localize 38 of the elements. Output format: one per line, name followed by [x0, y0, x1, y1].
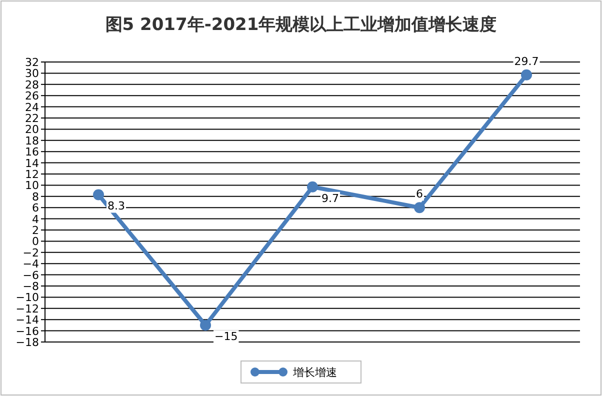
y-tick-label: 0 — [32, 235, 39, 248]
point — [307, 181, 318, 192]
y-tick-label: 26 — [25, 90, 39, 103]
y-tick-label: 12 — [25, 168, 39, 181]
point — [93, 189, 104, 200]
data-label: −15 — [214, 330, 238, 344]
y-tick-label: −8 — [22, 280, 39, 293]
y-tick-label: 2 — [32, 224, 39, 237]
y-tick-label: 22 — [25, 112, 39, 125]
y-tick-label: 24 — [25, 100, 39, 114]
data-label: 9.7 — [322, 192, 339, 205]
y-tick-label: −14 — [16, 314, 39, 327]
y-tick-label: 16 — [25, 146, 39, 159]
point — [200, 320, 211, 331]
y-tick-label: −12 — [16, 302, 39, 316]
y-tick-label: 18 — [25, 134, 39, 148]
y-tick-label: 10 — [25, 179, 39, 192]
y-tick-label: −6 — [22, 268, 39, 282]
legend-label: 增长增速 — [292, 366, 337, 379]
data-label: 6 — [416, 188, 423, 201]
data-label: 29.7 — [514, 54, 539, 68]
y-tick-label: −16 — [16, 324, 39, 338]
point — [414, 202, 425, 214]
y-tick-label: 6 — [32, 202, 39, 215]
y-tick-label: 20 — [25, 123, 39, 136]
y-tick-label: 30 — [25, 67, 39, 80]
data-label: 8.3 — [108, 200, 125, 213]
y-tick-label: −10 — [16, 291, 39, 304]
y-tick-label: 4 — [32, 212, 39, 226]
y-tick-label: −4 — [22, 258, 39, 271]
point — [521, 69, 532, 80]
y-tick-label: 32 — [25, 56, 39, 69]
y-tick-label: 8 — [32, 190, 39, 204]
y-tick-label: 28 — [25, 78, 39, 92]
chart-title: 图5 2017年-2021年规模以上工业增加值增长速度 — [105, 15, 497, 35]
y-tick-label: −2 — [22, 246, 39, 260]
y-tick-label: 14 — [25, 156, 39, 170]
y-tick-label: −18 — [16, 336, 39, 349]
